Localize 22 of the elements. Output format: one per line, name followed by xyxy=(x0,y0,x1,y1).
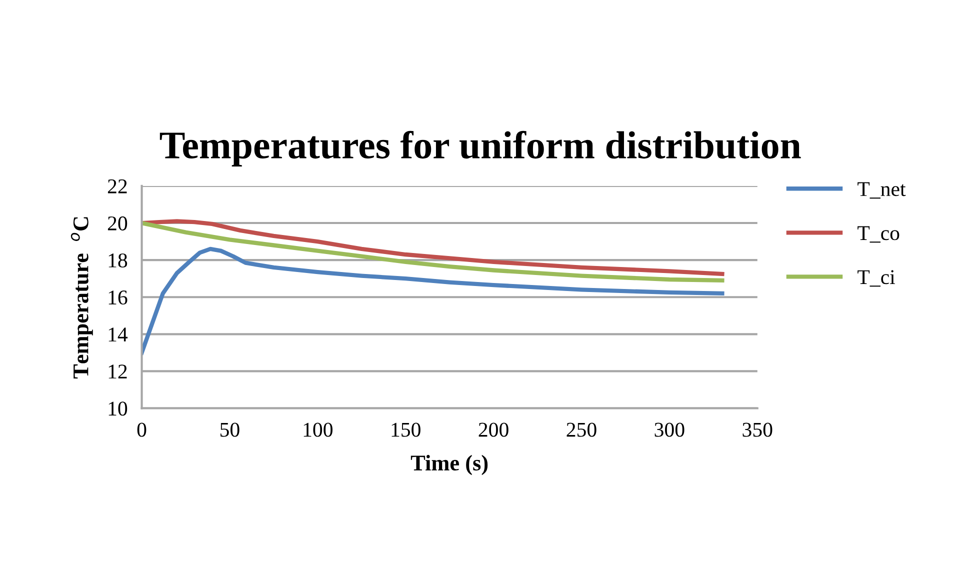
x-axis-title: Time (s) xyxy=(410,454,488,476)
legend-label: T_net xyxy=(858,182,906,199)
x-tick-label: 50 xyxy=(220,422,240,437)
legend-label: T_ci xyxy=(858,270,895,287)
x-tick-label: 300 xyxy=(654,422,684,437)
y-tick-label: 22 xyxy=(108,179,127,194)
x-tick-label: 250 xyxy=(566,422,596,437)
x-tick-label: 200 xyxy=(478,422,508,437)
x-tick-label: 0 xyxy=(137,422,146,437)
line-series xyxy=(142,246,724,355)
x-tick-label: 100 xyxy=(304,422,332,437)
y-tick-label: 12 xyxy=(108,364,127,378)
y-tick-label: 20 xyxy=(108,216,128,230)
y-tick-label: 18 xyxy=(108,253,128,268)
legend-label: T_co xyxy=(858,226,900,243)
y-axis-title: Temperature $^{o}$C xyxy=(70,217,93,379)
x-tick-label: 350 xyxy=(742,422,772,437)
chart-title: Temperatures for uniform distribution xyxy=(160,130,801,166)
x-tick-label: 150 xyxy=(392,422,420,437)
y-tick-label: 10 xyxy=(108,402,128,416)
y-tick-label: 16 xyxy=(108,290,128,305)
y-tick-label: 14 xyxy=(108,328,128,342)
